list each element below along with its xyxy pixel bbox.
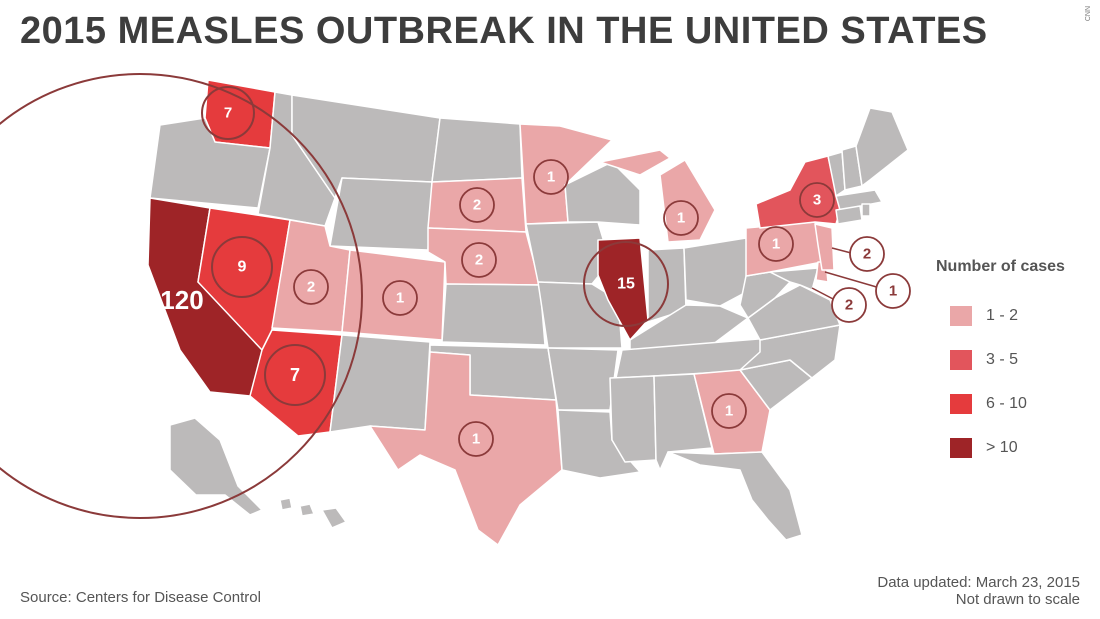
not-to-scale-text: Not drawn to scale xyxy=(955,591,1080,608)
state-maine xyxy=(855,107,909,187)
data-updated-text: Data updated: March 23, 2015 xyxy=(877,574,1080,591)
update-note: Data updated: March 23, 2015 Not drawn t… xyxy=(877,574,1080,608)
state-mississippi xyxy=(609,375,657,463)
california-halo-circle xyxy=(0,73,363,519)
state-alaska xyxy=(169,417,263,516)
nevada-count-circle xyxy=(211,236,273,298)
legend-item: 1 - 2 xyxy=(936,294,1086,338)
state-missouri xyxy=(537,281,623,349)
nevada-count-label: 9 xyxy=(238,259,247,276)
state-colorado xyxy=(341,249,446,341)
state-arkansas xyxy=(547,347,619,411)
south-dakota-count-circle xyxy=(459,187,495,223)
legend-item: 3 - 5 xyxy=(936,338,1086,382)
delaware-count-circle xyxy=(875,273,911,309)
state-hawaii xyxy=(279,497,347,529)
legend-label: 6 - 10 xyxy=(986,395,1027,412)
legend-label: 3 - 5 xyxy=(986,351,1019,368)
south-dakota-count-label: 2 xyxy=(473,197,481,214)
state-new-jersey xyxy=(814,223,835,271)
state-louisiana xyxy=(557,409,641,479)
texas-count-circle xyxy=(458,421,494,457)
washington-dc-count-label: 2 xyxy=(845,297,853,314)
california-count-label: 120 xyxy=(160,285,203,315)
minnesota-count-circle xyxy=(533,159,569,195)
legend-swatch xyxy=(950,394,972,414)
state-rhode-island xyxy=(861,203,871,217)
state-north-dakota xyxy=(431,117,523,183)
source-note: Source: Centers for Disease Control xyxy=(20,589,261,606)
state-massachusetts xyxy=(835,189,883,211)
texas-count-label: 1 xyxy=(472,431,480,448)
state-florida xyxy=(667,451,803,541)
legend-label: 1 - 2 xyxy=(986,307,1019,324)
chart-title: 2015 MEASLES OUTBREAK IN THE UNITED STAT… xyxy=(20,10,994,53)
washington-count-label: 7 xyxy=(224,105,232,122)
legend-title: Number of cases xyxy=(936,258,1065,275)
legend-label: > 10 xyxy=(986,439,1018,456)
arizona-count-circle xyxy=(264,344,326,406)
state-new-york xyxy=(755,155,841,229)
new-york-count-circle xyxy=(799,182,835,218)
legend-item: > 10 xyxy=(936,426,1086,470)
pennsylvania-count-label: 1 xyxy=(772,236,780,253)
state-georgia xyxy=(693,369,771,455)
nebraska-count-circle xyxy=(461,242,497,278)
legend-swatch xyxy=(950,350,972,370)
state-texas xyxy=(369,351,563,546)
michigan-count-label: 1 xyxy=(677,210,685,227)
georgia-count-circle xyxy=(711,393,747,429)
washington-count-circle xyxy=(201,86,255,140)
state-connecticut xyxy=(835,205,863,225)
colorado-count-circle xyxy=(382,280,418,316)
legend: Number of cases 1 - 2 3 - 5 6 - 10 > 10 xyxy=(936,258,1086,470)
utah-count-label: 2 xyxy=(307,279,315,296)
washington-dc-count-circle xyxy=(831,287,867,323)
illinois-count-label: 15 xyxy=(617,276,635,293)
michigan-count-circle xyxy=(663,200,699,236)
minnesota-count-label: 1 xyxy=(547,169,555,186)
illinois-halo-circle xyxy=(583,241,669,327)
legend-swatch xyxy=(950,438,972,458)
colorado-count-label: 1 xyxy=(396,290,404,307)
georgia-count-label: 1 xyxy=(725,403,733,420)
legend-item: 6 - 10 xyxy=(936,382,1086,426)
state-kansas xyxy=(441,283,546,346)
state-michigan xyxy=(599,149,716,243)
pennsylvania-count-circle xyxy=(758,226,794,262)
new-york-count-label: 3 xyxy=(813,192,821,209)
state-ohio xyxy=(683,237,751,307)
legend-swatch xyxy=(950,306,972,326)
nebraska-count-label: 2 xyxy=(475,252,483,269)
state-north-carolina xyxy=(739,324,841,379)
delaware-count-label: 1 xyxy=(889,283,897,300)
arizona-count-label: 7 xyxy=(290,365,300,385)
state-maryland xyxy=(769,267,819,291)
utah-count-circle xyxy=(293,269,329,305)
new-jersey-count-circle xyxy=(849,236,885,272)
new-jersey-count-label: 2 xyxy=(863,246,871,263)
